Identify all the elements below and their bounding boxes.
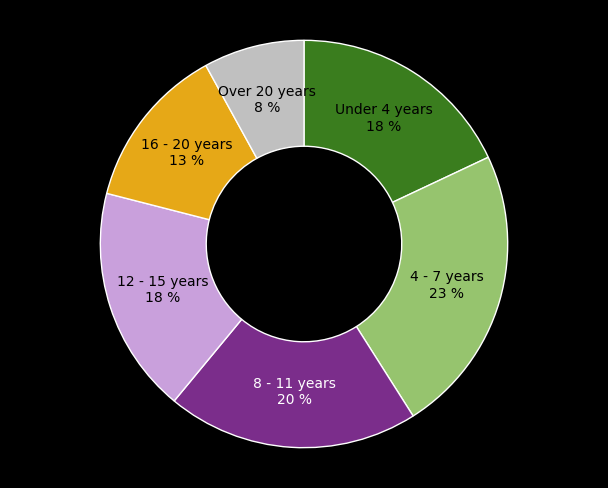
Text: 8 - 11 years
20 %: 8 - 11 years 20 % (253, 377, 336, 407)
Text: 16 - 20 years
13 %: 16 - 20 years 13 % (141, 138, 232, 168)
Text: 4 - 7 years
23 %: 4 - 7 years 23 % (410, 270, 483, 301)
Wedge shape (304, 41, 488, 203)
Wedge shape (100, 193, 241, 401)
Wedge shape (356, 157, 508, 416)
Text: Over 20 years
8 %: Over 20 years 8 % (218, 85, 316, 115)
Wedge shape (174, 319, 413, 447)
Wedge shape (107, 65, 257, 220)
Text: Under 4 years
18 %: Under 4 years 18 % (335, 103, 432, 134)
Wedge shape (206, 41, 304, 158)
Text: 12 - 15 years
18 %: 12 - 15 years 18 % (117, 275, 209, 305)
